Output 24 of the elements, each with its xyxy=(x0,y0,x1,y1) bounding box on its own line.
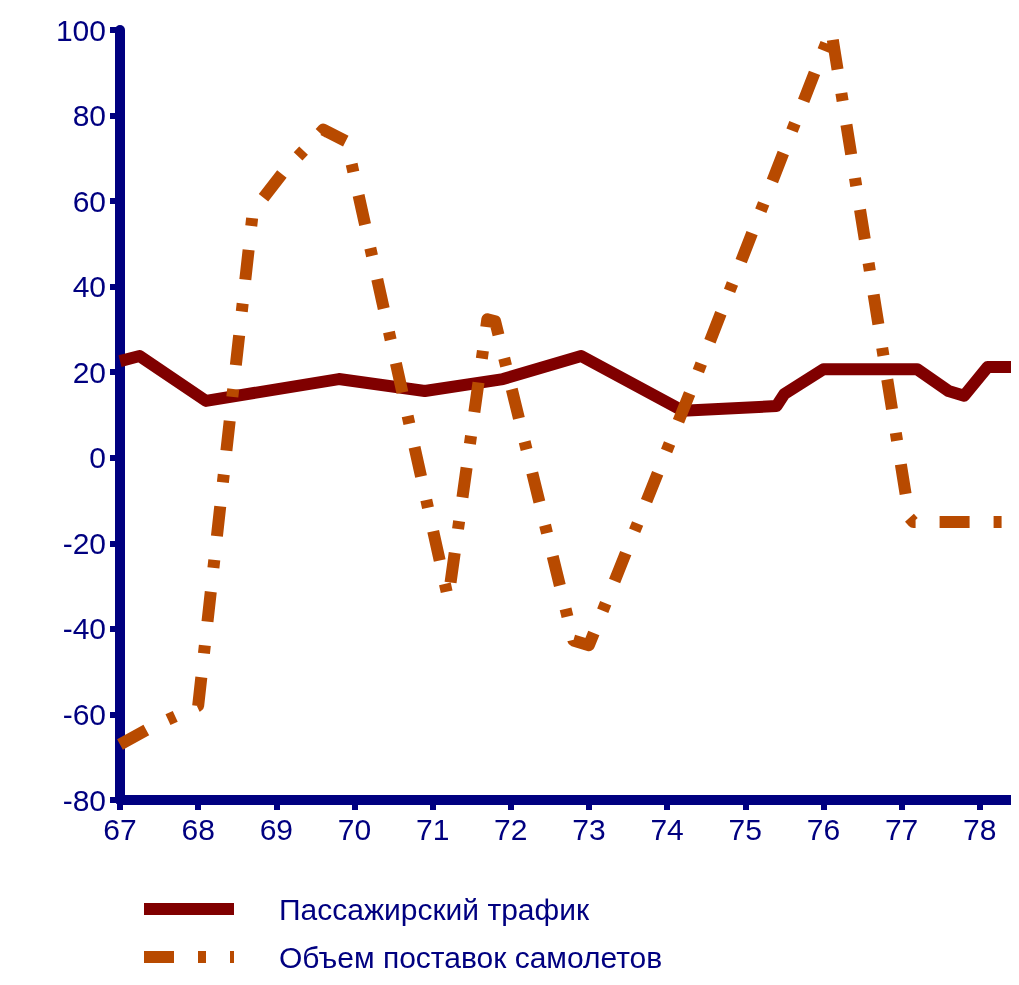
x-tick-label: 71 xyxy=(415,812,450,846)
y-tick-label: 20 xyxy=(72,355,106,389)
x-tick-label: 78 xyxy=(963,812,997,846)
legend-label: Объем поставок самолетов xyxy=(279,940,663,974)
y-tick-label: -80 xyxy=(62,783,106,817)
x-tick-label: 73 xyxy=(572,812,606,846)
x-tick-label: 67 xyxy=(103,812,137,846)
y-tick-label: 80 xyxy=(72,99,106,133)
legend-label: Пассажирский трафик xyxy=(279,892,590,926)
x-tick-label: 69 xyxy=(259,812,293,846)
x-tick-label: 72 xyxy=(494,812,528,846)
y-tick-label: -60 xyxy=(62,697,106,731)
y-tick-label: 60 xyxy=(72,184,106,218)
y-tick-label: -40 xyxy=(62,612,106,646)
x-tick-label: 74 xyxy=(650,812,684,846)
y-tick-label: 100 xyxy=(55,13,106,47)
y-tick-label: 0 xyxy=(89,441,106,475)
x-tick-label: 77 xyxy=(884,812,919,846)
x-tick-label: 70 xyxy=(337,812,372,846)
x-tick-label: 76 xyxy=(806,812,841,846)
x-tick-label: 68 xyxy=(181,812,215,846)
y-tick-label: -20 xyxy=(62,526,106,560)
x-tick-label: 75 xyxy=(728,812,762,846)
y-tick-label: 40 xyxy=(72,270,106,304)
